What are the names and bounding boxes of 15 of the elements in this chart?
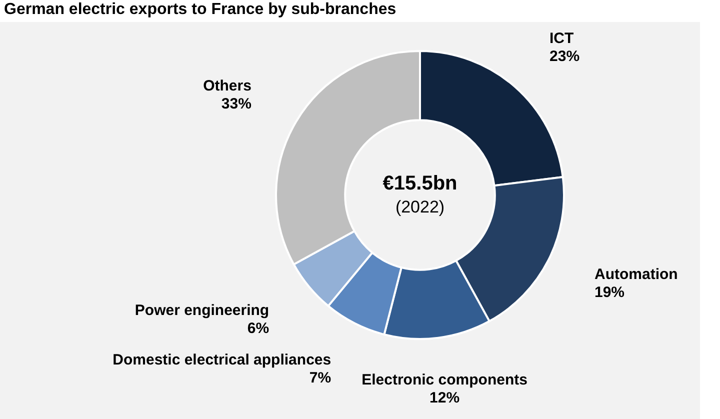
data-label: 33% <box>221 95 252 112</box>
slice-label: Others <box>203 77 252 94</box>
slice-label: ICT <box>550 30 574 48</box>
slice-label: Automation <box>594 266 678 284</box>
text: €15.5bn <box>382 172 458 195</box>
data-label: 23% <box>550 48 580 66</box>
slice-label: Electronic components <box>362 371 528 388</box>
data-label: 7% <box>309 370 332 387</box>
text: (2022) <box>395 198 445 217</box>
data-label: 6% <box>247 320 270 337</box>
chart-title: German electric exports to France by sub-branches <box>3 0 398 20</box>
slice-label: Power engineering <box>134 302 270 319</box>
slice-label: Domestic electrical appliances <box>112 352 332 369</box>
data-label: 19% <box>594 284 625 302</box>
data-label: 12% <box>430 389 460 406</box>
